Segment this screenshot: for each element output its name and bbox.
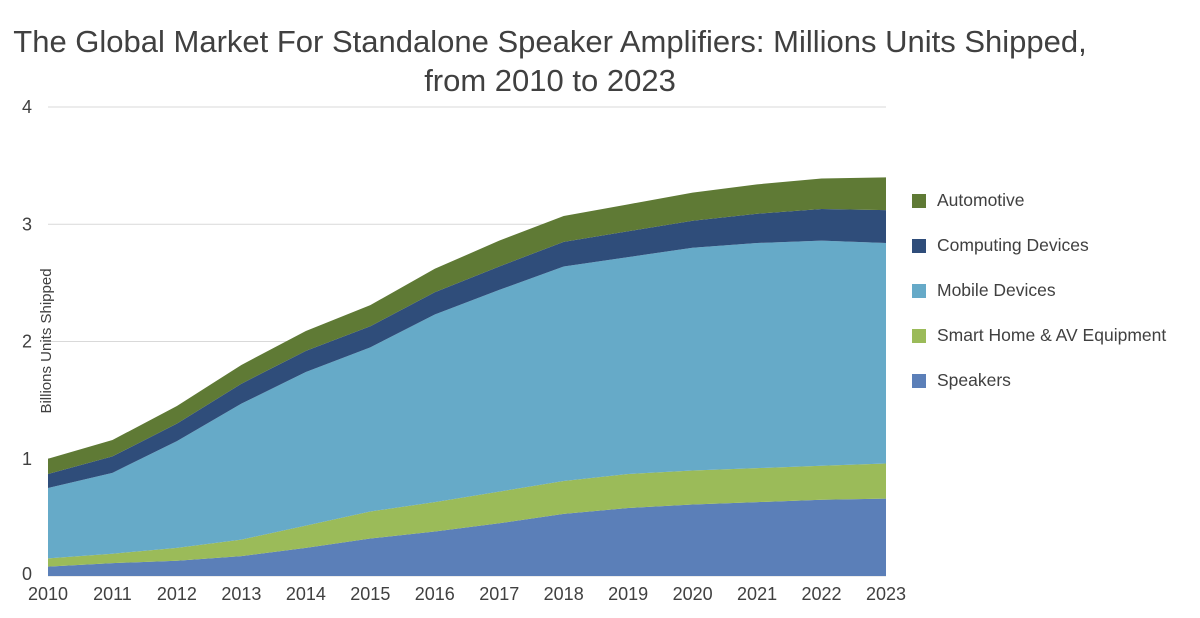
legend-item-mobile-devices: Mobile Devices xyxy=(912,268,1198,313)
legend-swatch xyxy=(912,328,926,343)
legend-label: Computing Devices xyxy=(937,235,1089,255)
x-tick-label: 2019 xyxy=(608,584,648,604)
x-tick-label: 2016 xyxy=(415,584,455,604)
legend-label: Mobile Devices xyxy=(937,280,1056,300)
chart-title-line-2: from 2010 to 2023 xyxy=(424,63,676,98)
chart-title: The Global Market For Standalone Speaker… xyxy=(0,22,1100,100)
y-tick-label: 0 xyxy=(22,564,32,584)
legend-swatch xyxy=(912,238,926,253)
stacked-areas xyxy=(48,177,886,576)
area-series-smart-home-and-av-equipment xyxy=(48,463,886,567)
area-series-mobile-devices xyxy=(48,240,886,559)
x-tick-label: 2018 xyxy=(544,584,584,604)
x-tick-label: 2011 xyxy=(93,584,132,604)
chart-title-line-1: The Global Market For Standalone Speaker… xyxy=(13,24,1087,59)
x-tick-label: 2017 xyxy=(479,584,519,604)
y-axis-title: Billions Units Shipped xyxy=(38,268,55,413)
y-tick-label: 1 xyxy=(22,449,32,469)
legend-item-computing-devices: Computing Devices xyxy=(912,223,1198,268)
legend-label: Automotive xyxy=(937,190,1025,210)
y-tick-label: 4 xyxy=(22,97,32,117)
legend-item-automotive: Automotive xyxy=(912,178,1198,223)
legend-label: Speakers xyxy=(937,370,1011,390)
y-tick-label: 3 xyxy=(22,214,32,234)
legend-swatch xyxy=(912,283,926,298)
area-series-speakers xyxy=(48,498,886,576)
x-tick-label: 2012 xyxy=(157,584,197,604)
legend-item-speakers: Speakers xyxy=(912,358,1198,403)
x-tick-label: 2021 xyxy=(737,584,777,604)
chart-legend: Automotive Computing Devices Mobile Device… xyxy=(912,178,1198,403)
x-tick-label: 2013 xyxy=(221,584,261,604)
legend-swatch xyxy=(912,373,926,388)
x-axis-ticks: 2010 2011 2012 2013 2014 2015 2016 2017 2018 2019… xyxy=(28,584,906,604)
x-tick-label: 2010 xyxy=(28,584,68,604)
legend-item-smart-home-and-av-equipment: Smart Home & AV Equipment xyxy=(912,313,1198,358)
legend-swatch xyxy=(912,193,926,208)
x-tick-label: 2014 xyxy=(286,584,326,604)
x-tick-label: 2022 xyxy=(802,584,842,604)
area-series-automotive xyxy=(48,177,886,474)
y-tick-label: 2 xyxy=(22,332,32,352)
area-series-computing-devices xyxy=(48,209,886,489)
x-tick-label: 2015 xyxy=(350,584,390,604)
x-tick-label: 2023 xyxy=(866,584,906,604)
x-tick-label: 2020 xyxy=(673,584,713,604)
y-axis-ticks: 0 1 2 3 4 xyxy=(22,97,32,584)
legend-label: Smart Home & AV Equipment xyxy=(937,325,1167,345)
